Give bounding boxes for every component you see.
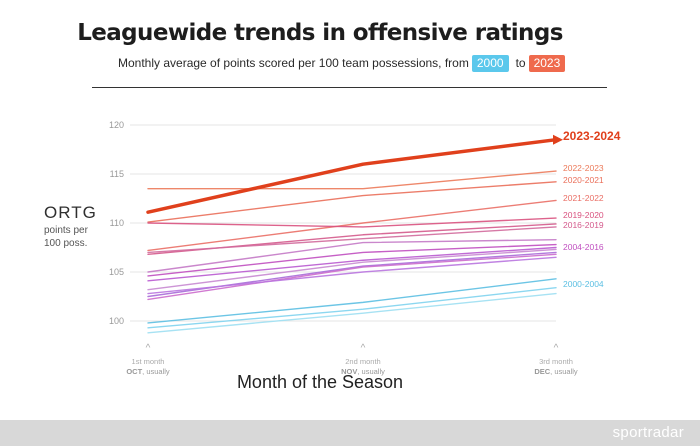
x-tick-label: OCT, usually — [126, 367, 170, 376]
header-divider — [92, 87, 607, 88]
y-axis-sublabel: points per 100 poss. — [44, 225, 88, 249]
series-end-label: 2016-2019 — [563, 220, 604, 230]
series-line — [147, 292, 557, 334]
subtitle-connector: to — [515, 56, 526, 70]
series-line — [147, 248, 557, 291]
series-line — [147, 238, 557, 273]
y-tick-label: 115 — [110, 169, 124, 179]
y-tick-label: 100 — [109, 316, 124, 326]
series-line — [147, 226, 557, 254]
subtitle-text: Monthly average of points scored per 100… — [118, 56, 469, 70]
footer-bar: sportradar — [0, 420, 700, 446]
x-tick-label: 3rd month — [539, 357, 573, 366]
x-tick-caret: ^ — [361, 343, 366, 354]
x-tick-label: DEC, usually — [534, 367, 578, 376]
series-line — [147, 253, 557, 301]
y-tick-label: 105 — [109, 267, 124, 277]
chart-subtitle: Monthly average of points scored per 100… — [118, 53, 568, 73]
series-end-label: 2004-2016 — [563, 242, 604, 252]
end-year-badge: 2023 — [528, 54, 566, 72]
x-tick-caret: ^ — [146, 343, 151, 354]
x-tick-label: NOV, usually — [341, 367, 385, 376]
series-end-label: 2022-2023 — [563, 163, 604, 173]
sportradar-logo: sportradar — [612, 424, 684, 441]
chart-title: Leaguewide trends in offensive ratings — [77, 20, 563, 46]
series-line — [147, 256, 557, 295]
y-tick-label: 120 — [109, 120, 124, 130]
series-line — [147, 278, 557, 324]
series-end-label: 2020-2021 — [563, 175, 604, 185]
series-line — [147, 181, 557, 223]
y-tick-label: 110 — [110, 218, 124, 228]
x-tick-label: 1st month — [132, 357, 165, 366]
series-line — [147, 243, 557, 277]
series-line — [147, 170, 557, 190]
series-end-label: 2000-2004 — [563, 279, 604, 289]
series-end-label: 2023-2024 — [563, 129, 621, 143]
x-axis-label: Month of the Season — [236, 372, 404, 392]
x-tick-caret: ^ — [554, 343, 559, 354]
series-line — [147, 199, 557, 252]
series-arrowhead — [553, 134, 563, 145]
series-end-label: 2019-2020 — [563, 210, 604, 220]
series-line — [147, 286, 557, 329]
series-line — [146, 137, 558, 214]
series-line — [147, 217, 557, 228]
series-line — [147, 246, 557, 282]
start-year-badge: 2000 — [471, 54, 509, 72]
series-end-label: 2021-2022 — [563, 193, 604, 203]
y-axis-label: ORTG — [44, 203, 97, 222]
x-tick-label: 2nd month — [345, 357, 380, 366]
